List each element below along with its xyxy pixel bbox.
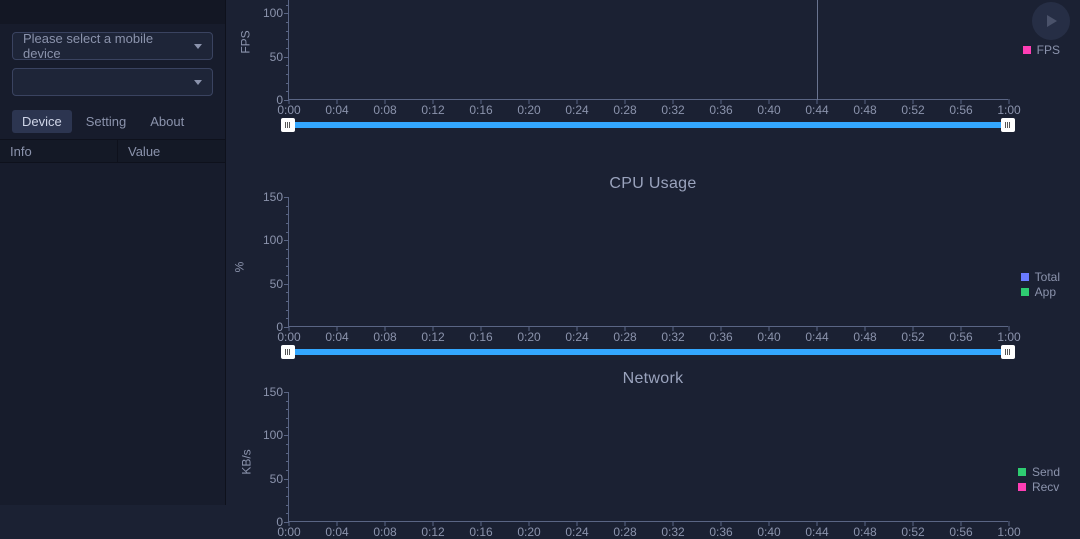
x-tick-label: 0:04 — [325, 99, 348, 117]
chevron-down-icon — [194, 44, 202, 49]
legend-swatch — [1018, 468, 1026, 476]
play-icon — [1043, 13, 1059, 29]
x-tick-label: 0:16 — [469, 99, 492, 117]
x-tick-label: 0:16 — [469, 326, 492, 344]
tab-about[interactable]: About — [140, 110, 194, 133]
legend-label: Total — [1035, 270, 1060, 284]
play-button[interactable] — [1032, 2, 1070, 40]
tab-device[interactable]: Device — [12, 110, 72, 133]
legend-item: App — [1021, 285, 1060, 299]
tab-setting[interactable]: Setting — [76, 110, 136, 133]
x-tick-label: 0:32 — [661, 99, 684, 117]
legend-fps: FPS — [1023, 42, 1060, 58]
legend-item: Send — [1018, 465, 1060, 479]
x-tick-label: 0:04 — [325, 521, 348, 539]
x-tick-label: 0:20 — [517, 99, 540, 117]
sidebar-tabs: Device Setting About — [0, 104, 225, 133]
x-tick-label: 0:36 — [709, 99, 732, 117]
x-tick-label: 0:12 — [421, 326, 444, 344]
x-tick-label: 1:00 — [997, 521, 1020, 539]
legend-label: FPS — [1037, 43, 1060, 57]
x-tick-label: 0:40 — [757, 99, 780, 117]
legend-item: Total — [1021, 270, 1060, 284]
secondary-dropdown[interactable] — [12, 68, 213, 96]
range-handle-end[interactable] — [1001, 345, 1015, 359]
y-axis-label-net: KB/s — [240, 449, 254, 474]
chevron-down-icon — [194, 80, 202, 85]
x-tick-label: 0:36 — [709, 326, 732, 344]
device-select-dropdown[interactable]: Please select a mobile device — [12, 32, 213, 60]
plot-area-fps: 0501001500:000:040:080:120:160:200:240:2… — [288, 0, 1008, 100]
secondary-dropdown-label — [23, 75, 27, 90]
legend-swatch — [1018, 483, 1026, 491]
x-tick-label: 0:48 — [853, 99, 876, 117]
x-tick-label: 0:20 — [517, 521, 540, 539]
sidebar: Please select a mobile device Device Set… — [0, 0, 226, 505]
range-handle-start[interactable] — [281, 345, 295, 359]
legend-swatch — [1023, 46, 1031, 54]
main-area: FPS 0501001500:000:040:080:120:160:200:24… — [226, 0, 1080, 505]
x-tick-label: 0:32 — [661, 521, 684, 539]
legend-label: App — [1035, 285, 1056, 299]
x-tick-label: 0:52 — [901, 99, 924, 117]
x-tick-label: 0:48 — [853, 521, 876, 539]
sidebar-header-space — [0, 0, 225, 24]
x-tick-label: 0:56 — [949, 326, 972, 344]
x-tick-label: 0:48 — [853, 326, 876, 344]
x-tick-label: 0:40 — [757, 326, 780, 344]
value-col-header: Value — [118, 144, 225, 159]
x-tick-label: 0:44 — [805, 99, 828, 117]
x-tick-label: 0:24 — [565, 326, 588, 344]
x-tick-label: 0:56 — [949, 99, 972, 117]
chart-title-net: Network — [226, 370, 1080, 388]
legend-label: Recv — [1032, 480, 1059, 494]
legend-swatch — [1021, 288, 1029, 296]
range-handle-end[interactable] — [1001, 118, 1015, 132]
x-tick-label: 0:08 — [373, 99, 396, 117]
x-tick-label: 0:00 — [277, 521, 300, 539]
y-axis-label-cpu: % — [232, 262, 246, 273]
legend-cpu: TotalApp — [1021, 269, 1060, 300]
x-tick-label: 0:12 — [421, 521, 444, 539]
device-select-label: Please select a mobile device — [23, 31, 194, 61]
x-tick-label: 0:32 — [661, 326, 684, 344]
x-tick-label: 0:20 — [517, 326, 540, 344]
x-tick-label: 0:28 — [613, 326, 636, 344]
x-tick-label: 0:08 — [373, 326, 396, 344]
x-tick-label: 0:52 — [901, 521, 924, 539]
info-col-header: Info — [0, 140, 118, 162]
x-tick-label: 0:36 — [709, 521, 732, 539]
plot-area-cpu: 0501001500:000:040:080:120:160:200:240:2… — [288, 197, 1008, 327]
x-tick-label: 0:28 — [613, 521, 636, 539]
x-tick-label: 0:08 — [373, 521, 396, 539]
legend-net: SendRecv — [1018, 464, 1060, 495]
x-tick-label: 0:44 — [805, 521, 828, 539]
x-tick-label: 1:00 — [997, 99, 1020, 117]
x-tick-label: 0:44 — [805, 326, 828, 344]
x-tick-label: 1:00 — [997, 326, 1020, 344]
legend-item: FPS — [1023, 43, 1060, 57]
legend-swatch — [1021, 273, 1029, 281]
time-range-slider-cpu[interactable] — [288, 349, 1008, 355]
x-tick-label: 0:00 — [277, 326, 300, 344]
legend-item: Recv — [1018, 480, 1060, 494]
x-tick-label: 0:00 — [277, 99, 300, 117]
plot-area-net: 0501001500:000:040:080:120:160:200:240:2… — [288, 392, 1008, 522]
x-tick-label: 0:28 — [613, 99, 636, 117]
chart-title-cpu: CPU Usage — [226, 175, 1080, 193]
x-tick-label: 0:04 — [325, 326, 348, 344]
current-time-marker — [817, 0, 818, 100]
x-tick-label: 0:12 — [421, 99, 444, 117]
x-tick-label: 0:16 — [469, 521, 492, 539]
x-tick-label: 0:40 — [757, 521, 780, 539]
x-tick-label: 0:52 — [901, 326, 924, 344]
time-range-slider-fps[interactable] — [288, 122, 1008, 128]
y-axis-label-fps: FPS — [239, 30, 253, 53]
x-tick-label: 0:24 — [565, 521, 588, 539]
x-tick-label: 0:56 — [949, 521, 972, 539]
x-tick-label: 0:24 — [565, 99, 588, 117]
range-handle-start[interactable] — [281, 118, 295, 132]
legend-label: Send — [1032, 465, 1060, 479]
info-table-header: Info Value — [0, 139, 225, 163]
